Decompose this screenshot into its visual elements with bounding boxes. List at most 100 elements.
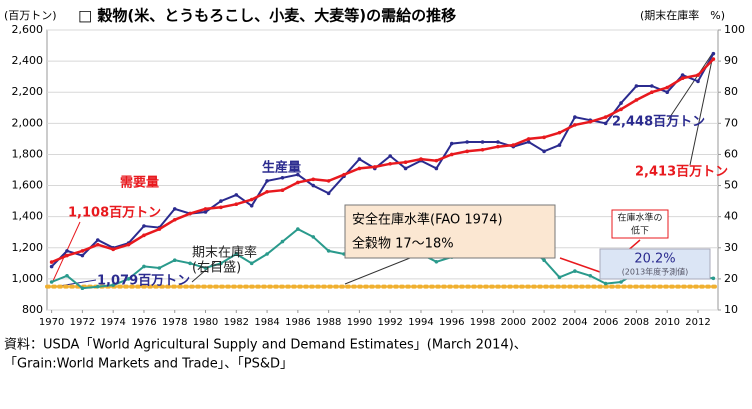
series-label: 需要量 <box>120 176 159 191</box>
x-tick-label: 1994 <box>408 317 433 328</box>
point-marker <box>296 180 300 185</box>
x-tick-label: 1996 <box>439 317 464 328</box>
point-marker <box>265 252 269 256</box>
y-tick-label: 1,800 <box>12 147 44 160</box>
point-marker <box>95 238 100 242</box>
point-marker <box>126 242 131 247</box>
point-marker <box>249 261 254 266</box>
point-marker <box>249 197 254 202</box>
point-marker <box>311 183 316 188</box>
annotation: 在庫水準の <box>617 212 662 224</box>
x-tick-label: 2008 <box>624 317 649 328</box>
point-marker <box>696 73 700 77</box>
point-marker <box>265 189 269 194</box>
point-marker <box>219 261 223 266</box>
x-tick-label: 1982 <box>224 317 249 328</box>
point-marker <box>650 84 654 88</box>
point-marker <box>265 179 269 183</box>
point-marker <box>280 188 285 193</box>
point-marker <box>496 140 500 144</box>
point-marker <box>142 233 146 238</box>
point-marker <box>434 259 439 264</box>
point-marker <box>588 119 593 124</box>
point-marker <box>603 121 608 126</box>
x-tick-label: 1978 <box>162 317 187 328</box>
point-marker <box>465 140 469 144</box>
point-marker <box>680 73 685 77</box>
annotation: 全穀物 17～18% <box>352 236 454 252</box>
point-marker <box>634 98 639 102</box>
y-tick-label: 800 <box>22 303 43 316</box>
x-tick-label: 2010 <box>654 317 679 328</box>
y2-tick-label: 60 <box>724 147 738 160</box>
series-line <box>51 58 715 264</box>
y-tick-label: 1,400 <box>12 210 44 223</box>
x-tick-label: 1980 <box>193 317 218 328</box>
point-marker <box>111 247 115 252</box>
point-marker <box>49 264 54 269</box>
leader-line <box>344 257 411 285</box>
y2-tick-label: 90 <box>724 54 738 67</box>
point-marker <box>142 264 146 269</box>
point-marker <box>388 161 392 166</box>
point-marker <box>573 115 577 119</box>
point-marker <box>172 258 177 263</box>
x-tick-label: 2002 <box>531 317 556 328</box>
source: 「Grain:World Markets and Trade」、「PS&D」 <box>4 357 293 372</box>
point-marker <box>557 275 562 280</box>
point-marker <box>557 143 562 147</box>
x-tick-label: 1998 <box>470 317 495 328</box>
data-label: 1,108百万トン <box>68 206 161 221</box>
point-marker <box>542 258 546 263</box>
point-marker <box>419 157 423 161</box>
point-marker <box>665 90 670 95</box>
point-marker <box>403 160 408 165</box>
y2-axis-title: (期末在庫率 %) <box>640 8 725 22</box>
point-marker <box>49 260 54 264</box>
point-marker <box>234 202 239 207</box>
point-marker <box>680 76 685 81</box>
x-tick-label: 2004 <box>562 317 587 328</box>
point-marker <box>696 79 700 84</box>
x-tick-label: 2012 <box>685 317 710 328</box>
data-label: 20.2% <box>634 252 675 267</box>
point-marker <box>588 273 593 278</box>
point-marker <box>711 57 716 61</box>
point-marker <box>357 166 362 171</box>
y2-tick-label: 10 <box>724 303 738 316</box>
point-marker <box>650 90 654 95</box>
point-marker <box>711 51 716 56</box>
y2-tick-label: 70 <box>724 116 738 129</box>
point-marker <box>449 152 454 157</box>
point-marker <box>542 149 546 154</box>
point-marker <box>203 207 208 211</box>
point-marker <box>296 227 300 231</box>
point-marker <box>280 175 285 180</box>
y-tick-label: 2,200 <box>12 85 44 98</box>
point-marker <box>326 249 331 253</box>
point-marker <box>280 239 285 244</box>
point-marker <box>573 269 577 273</box>
x-tick-label: 2000 <box>501 317 526 328</box>
y-tick-label: 1,000 <box>12 272 44 285</box>
point-marker <box>526 137 531 141</box>
point-marker <box>573 123 577 127</box>
source: 資料：USDA「World Agricultural Supply and De… <box>4 338 527 353</box>
data-label: 2,413百万トン <box>635 165 728 180</box>
point-marker <box>373 165 377 169</box>
y-tick-label: 2,400 <box>12 54 44 67</box>
series-line <box>50 53 715 268</box>
x-tick-label: 1986 <box>285 317 310 328</box>
point-marker <box>157 266 162 270</box>
point-marker <box>49 280 54 284</box>
point-marker <box>234 193 239 197</box>
point-marker <box>496 144 500 149</box>
annotation: 安全在庫水準(FAO 1974) <box>352 212 503 228</box>
point-marker <box>126 277 131 281</box>
point-marker <box>80 286 85 291</box>
point-marker <box>480 147 485 152</box>
annotation-box <box>611 209 669 239</box>
point-marker <box>188 211 192 216</box>
point-marker <box>219 205 223 210</box>
annotation: (2013年度予測値) <box>622 267 689 277</box>
